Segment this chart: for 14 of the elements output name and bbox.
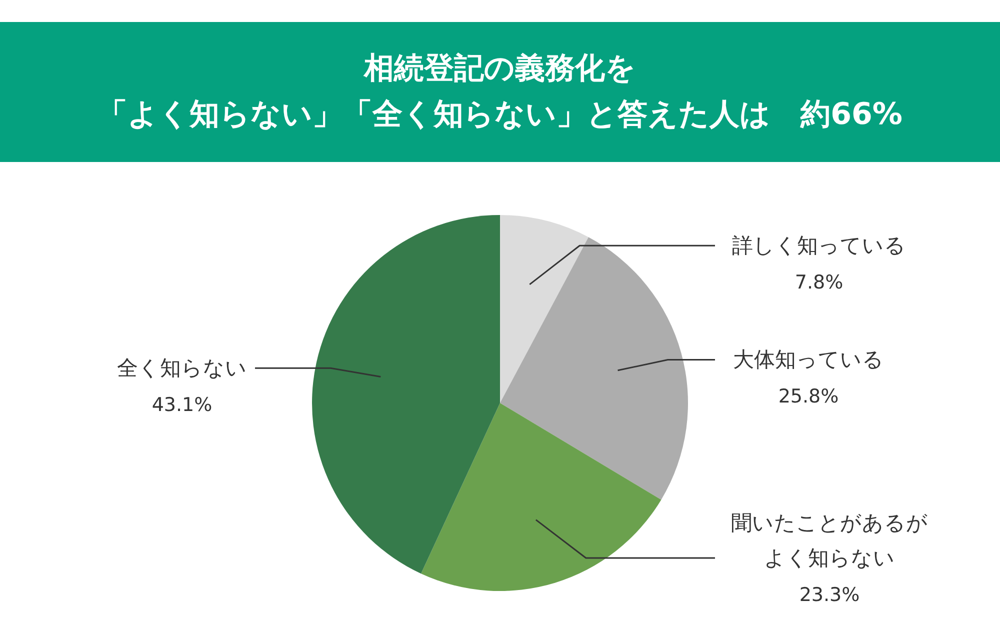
slice-label: 詳しく知っている xyxy=(732,234,906,258)
pie-slice xyxy=(500,215,588,403)
chart-subtitle: 「よく知らない」「全く知らない」と答えた人は 約66% xyxy=(98,96,902,134)
slice-label: 聞いたことがあるがよく知らない xyxy=(731,511,928,570)
pie-slice xyxy=(312,215,500,574)
data-label: 23.3% xyxy=(799,584,860,606)
data-label: 7.8% xyxy=(794,272,844,294)
slice-label: 全く知らない xyxy=(117,356,247,380)
slice-label: 大体知っている xyxy=(733,348,884,372)
data-label: 25.8% xyxy=(778,386,839,408)
pie-slice xyxy=(421,403,662,591)
data-label: 43.1% xyxy=(152,394,212,416)
pie-slice xyxy=(500,237,688,500)
chart-title: 相続登記の義務化を xyxy=(364,50,636,88)
